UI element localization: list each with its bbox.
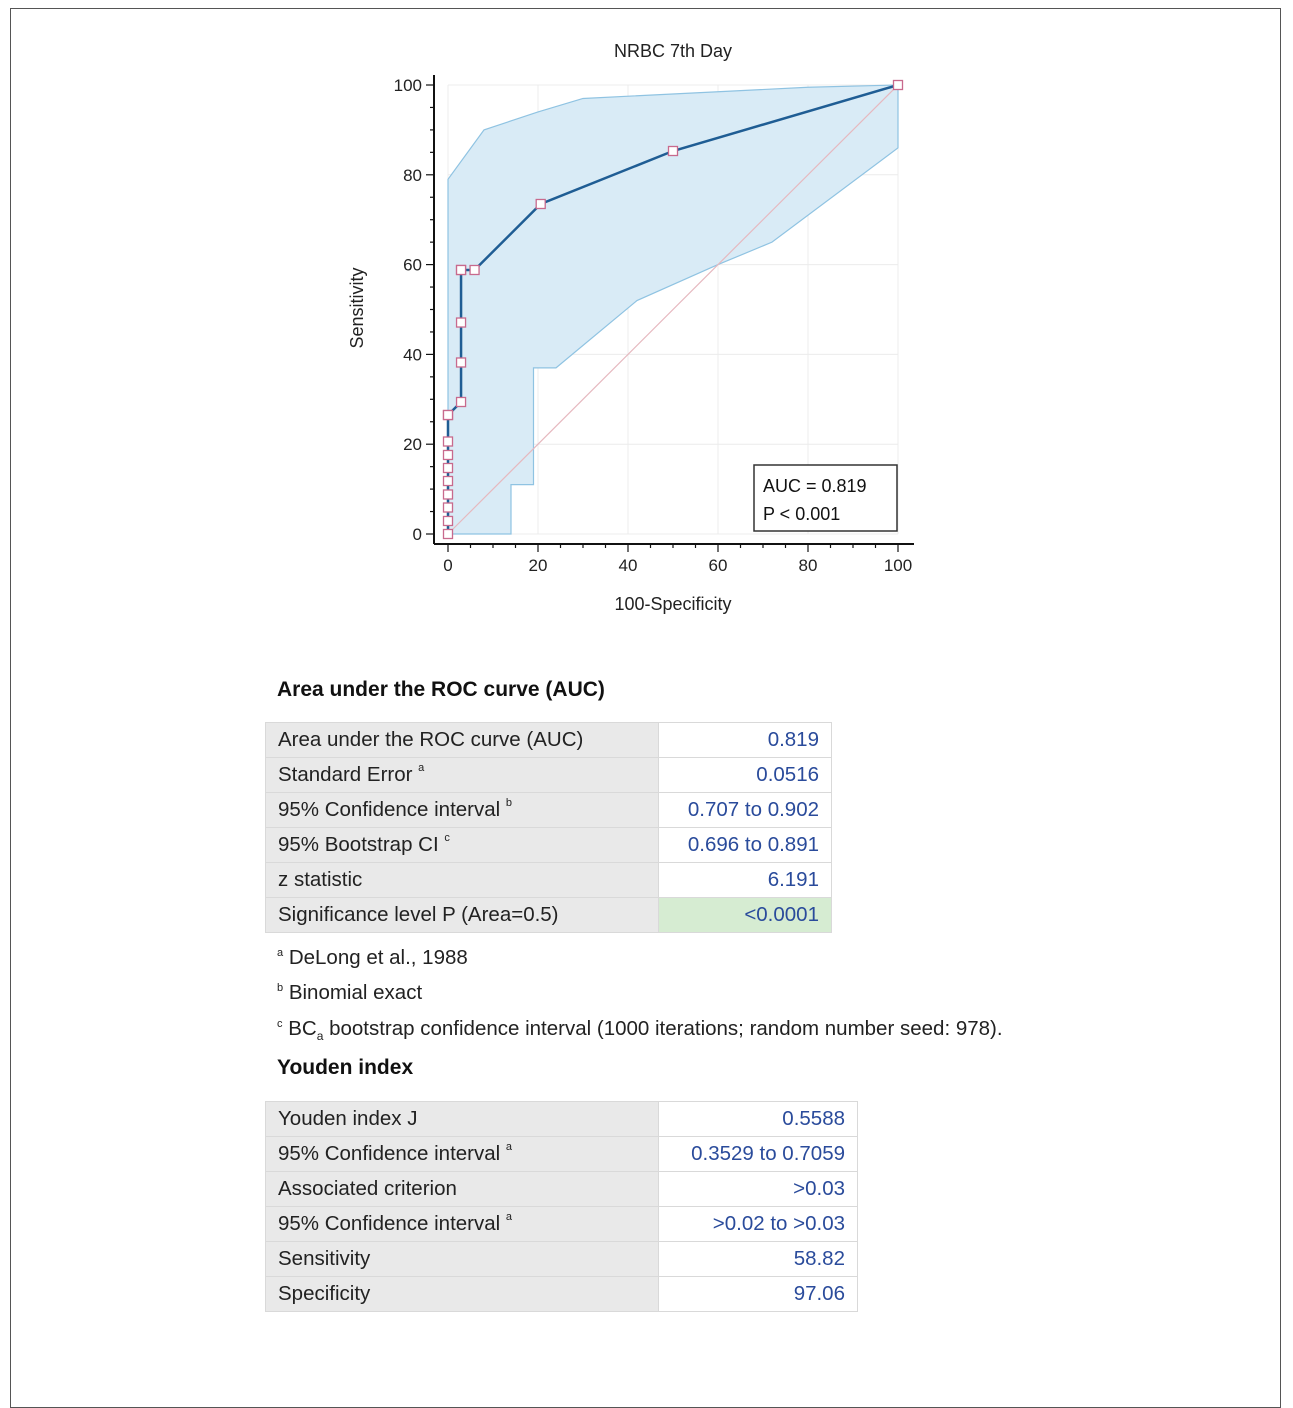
x-axis-label: 100-Specificity: [614, 594, 731, 614]
auc-annotation-line-1: AUC = 0.819: [763, 476, 867, 496]
x-tick-label: 80: [799, 556, 818, 575]
youden-j-label: Youden index J: [265, 1101, 659, 1137]
table-row: 95% Bootstrap CI c 0.696 to 0.891: [265, 827, 832, 863]
table-row: 95% Confidence interval a >0.02 to >0.03: [265, 1206, 858, 1242]
confidence-band-lower: [448, 85, 899, 535]
youden-ci-label: 95% Confidence interval a: [265, 1136, 659, 1172]
diagonal-reference: [447, 84, 899, 535]
specificity-value: 97.06: [658, 1276, 858, 1312]
criterion-label: Associated criterion: [265, 1171, 659, 1207]
footnote-b: b Binomial exact: [277, 981, 423, 1005]
y-tick-label: 100: [394, 76, 422, 95]
youden-section-title: Youden index: [277, 1056, 414, 1079]
criterion-ci-value: >0.02 to >0.03: [658, 1206, 858, 1242]
y-tick-label: 60: [403, 256, 422, 275]
x-tick-label: 60: [709, 556, 728, 575]
roc-point: [442, 462, 454, 474]
x-tick-label: 20: [529, 556, 548, 575]
auc-value: 0.819: [658, 722, 832, 758]
roc-markers: [442, 79, 904, 540]
y-tick-label: 0: [413, 525, 422, 544]
bootstrap-ci-label: 95% Bootstrap CI c: [265, 827, 659, 863]
roc-point: [442, 475, 454, 487]
roc-chart: 0 20 40 60 80 100 0 20 40 60 80 100 NRBC 7th Day 10…: [347, 41, 914, 614]
bootstrap-ci-value: 0.696 to 0.891: [658, 827, 832, 863]
x-tick-label: 0: [443, 556, 452, 575]
roc-point: [455, 357, 467, 368]
confidence-interval-label: 95% Confidence interval b: [265, 792, 659, 828]
auc-table: Area under the ROC curve (AUC) 0.819 Sta…: [265, 722, 832, 933]
table-row: Significance level P (Area=0.5) <0.0001: [265, 897, 832, 933]
roc-point: [442, 528, 454, 540]
standard-error-value: 0.0516: [658, 757, 832, 793]
significance-label: Significance level P (Area=0.5): [265, 897, 659, 933]
roc-point: [469, 264, 480, 276]
roc-point: [455, 317, 467, 328]
sensitivity-label: Sensitivity: [265, 1241, 659, 1277]
roc-point: [442, 436, 454, 447]
standard-error-label: Standard Error a: [265, 757, 659, 793]
roc-point: [442, 449, 454, 461]
roc-point: [535, 198, 546, 210]
youden-j-value: 0.5588: [658, 1101, 858, 1137]
y-axis-label: Sensitivity: [347, 267, 367, 348]
x-tick-label: 40: [619, 556, 638, 575]
auc-annotation-box: AUC = 0.819 P < 0.001: [753, 464, 898, 532]
y-tick-label: 40: [403, 345, 422, 364]
youden-ci-value: 0.3529 to 0.7059: [658, 1136, 858, 1172]
footnotes: a DeLong et al., 1988 b Binomial exact c…: [277, 938, 1003, 1051]
criterion-value: >0.03: [658, 1171, 858, 1207]
youden-table: Youden index J 0.5588 95% Confidence int…: [265, 1101, 858, 1312]
table-row: 95% Confidence interval b 0.707 to 0.902: [265, 792, 832, 828]
y-tick-label: 20: [403, 435, 422, 454]
confidence-band-upper: [447, 84, 899, 534]
significance-value: <0.0001: [658, 897, 832, 933]
confidence-interval-value: 0.707 to 0.902: [658, 792, 832, 828]
roc-point: [442, 409, 454, 421]
table-row: Standard Error a 0.0516: [265, 757, 832, 793]
chart-title: NRBC 7th Day: [614, 41, 732, 61]
table-row: Youden index J 0.5588: [265, 1101, 858, 1137]
y-tick-label: 80: [403, 166, 422, 185]
axes: 0 20 40 60 80 100 0 20 40 60 80 100: [394, 75, 914, 575]
table-row: Sensitivity 58.82: [265, 1241, 858, 1277]
footnote-a: a DeLong et al., 1988: [277, 945, 468, 969]
table-row: Associated criterion >0.03: [265, 1171, 858, 1207]
table-row: z statistic 6.191: [265, 862, 832, 898]
p-annotation-line-2: P < 0.001: [763, 504, 840, 524]
sensitivity-value: 58.82: [658, 1241, 858, 1277]
x-tick-label: 100: [884, 556, 912, 575]
criterion-ci-label: 95% Confidence interval a: [265, 1206, 659, 1242]
footnote-c: c BCa bootstrap confidence interval (100…: [277, 1016, 1003, 1043]
auc-section-title: Area under the ROC curve (AUC): [277, 678, 605, 701]
z-statistic-label: z statistic: [265, 862, 659, 898]
z-statistic-value: 6.191: [658, 862, 832, 898]
roc-point: [892, 79, 904, 91]
table-row: 95% Confidence interval a 0.3529 to 0.70…: [265, 1136, 858, 1172]
auc-label: Area under the ROC curve (AUC): [265, 722, 659, 758]
roc-point: [667, 145, 679, 157]
table-row: Specificity 97.06: [265, 1276, 858, 1312]
roc-point: [455, 396, 467, 408]
roc-point: [455, 264, 467, 276]
roc-point: [442, 502, 454, 513]
roc-point: [442, 515, 454, 527]
diagonal-line: [447, 84, 899, 535]
roc-point: [442, 489, 454, 500]
specificity-label: Specificity: [265, 1276, 659, 1312]
table-row: Area under the ROC curve (AUC) 0.819: [265, 722, 832, 758]
